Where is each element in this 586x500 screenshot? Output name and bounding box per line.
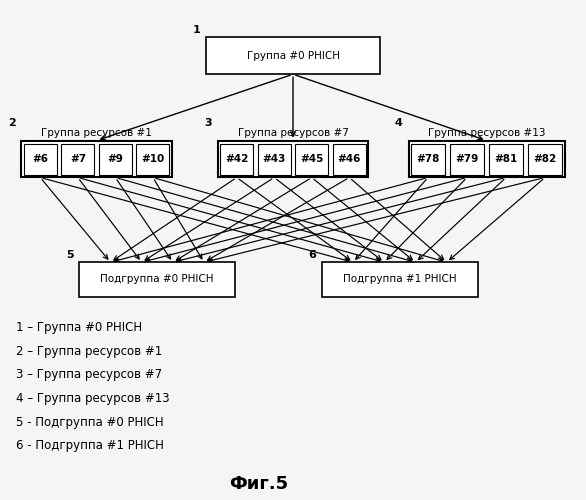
FancyBboxPatch shape xyxy=(79,262,235,296)
Text: #78: #78 xyxy=(416,154,440,164)
Text: Подгруппа #0 PHICH: Подгруппа #0 PHICH xyxy=(100,274,214,284)
Text: #46: #46 xyxy=(338,154,361,164)
FancyBboxPatch shape xyxy=(99,144,132,174)
Text: #10: #10 xyxy=(141,154,165,164)
Text: 3: 3 xyxy=(205,118,212,128)
Text: Подгруппа #1 PHICH: Подгруппа #1 PHICH xyxy=(343,274,456,284)
Text: Группа ресурсов #7: Группа ресурсов #7 xyxy=(237,128,349,138)
Text: 4: 4 xyxy=(395,118,403,128)
Text: 5: 5 xyxy=(66,250,73,260)
Text: 6 - Подгруппа #1 PHICH: 6 - Подгруппа #1 PHICH xyxy=(16,440,163,452)
Text: #9: #9 xyxy=(107,154,123,164)
Text: #7: #7 xyxy=(70,154,86,164)
FancyBboxPatch shape xyxy=(408,140,564,177)
Text: #79: #79 xyxy=(455,154,479,164)
Text: 1 – Группа #0 PHICH: 1 – Группа #0 PHICH xyxy=(16,322,142,334)
Text: 2: 2 xyxy=(8,118,16,128)
Text: #82: #82 xyxy=(533,154,557,164)
Text: Группа ресурсов #13: Группа ресурсов #13 xyxy=(428,128,545,138)
Text: Фиг.5: Фиг.5 xyxy=(229,476,288,494)
Text: #81: #81 xyxy=(495,154,517,164)
FancyBboxPatch shape xyxy=(528,144,562,174)
FancyBboxPatch shape xyxy=(206,38,380,74)
Text: #6: #6 xyxy=(32,154,48,164)
FancyBboxPatch shape xyxy=(62,144,94,174)
Text: 2 – Группа ресурсов #1: 2 – Группа ресурсов #1 xyxy=(16,345,162,358)
Text: 6: 6 xyxy=(308,250,316,260)
FancyBboxPatch shape xyxy=(322,262,478,296)
FancyBboxPatch shape xyxy=(450,144,484,174)
Text: 5 - Подгруппа #0 PHICH: 5 - Подгруппа #0 PHICH xyxy=(16,416,163,428)
Text: 3 – Группа ресурсов #7: 3 – Группа ресурсов #7 xyxy=(16,368,162,382)
FancyBboxPatch shape xyxy=(22,140,172,177)
Text: #43: #43 xyxy=(263,154,286,164)
Text: 1: 1 xyxy=(193,25,200,35)
FancyBboxPatch shape xyxy=(24,144,57,174)
Text: 4 – Группа ресурсов #13: 4 – Группа ресурсов #13 xyxy=(16,392,169,405)
FancyBboxPatch shape xyxy=(333,144,366,174)
FancyBboxPatch shape xyxy=(295,144,328,174)
FancyBboxPatch shape xyxy=(489,144,523,174)
FancyBboxPatch shape xyxy=(411,144,445,174)
FancyBboxPatch shape xyxy=(218,140,368,177)
FancyBboxPatch shape xyxy=(220,144,253,174)
Text: Группа ресурсов #1: Группа ресурсов #1 xyxy=(41,128,152,138)
Text: #42: #42 xyxy=(225,154,248,164)
Text: #45: #45 xyxy=(300,154,323,164)
FancyBboxPatch shape xyxy=(258,144,291,174)
Text: Группа #0 PHICH: Группа #0 PHICH xyxy=(247,51,339,61)
FancyBboxPatch shape xyxy=(137,144,169,174)
